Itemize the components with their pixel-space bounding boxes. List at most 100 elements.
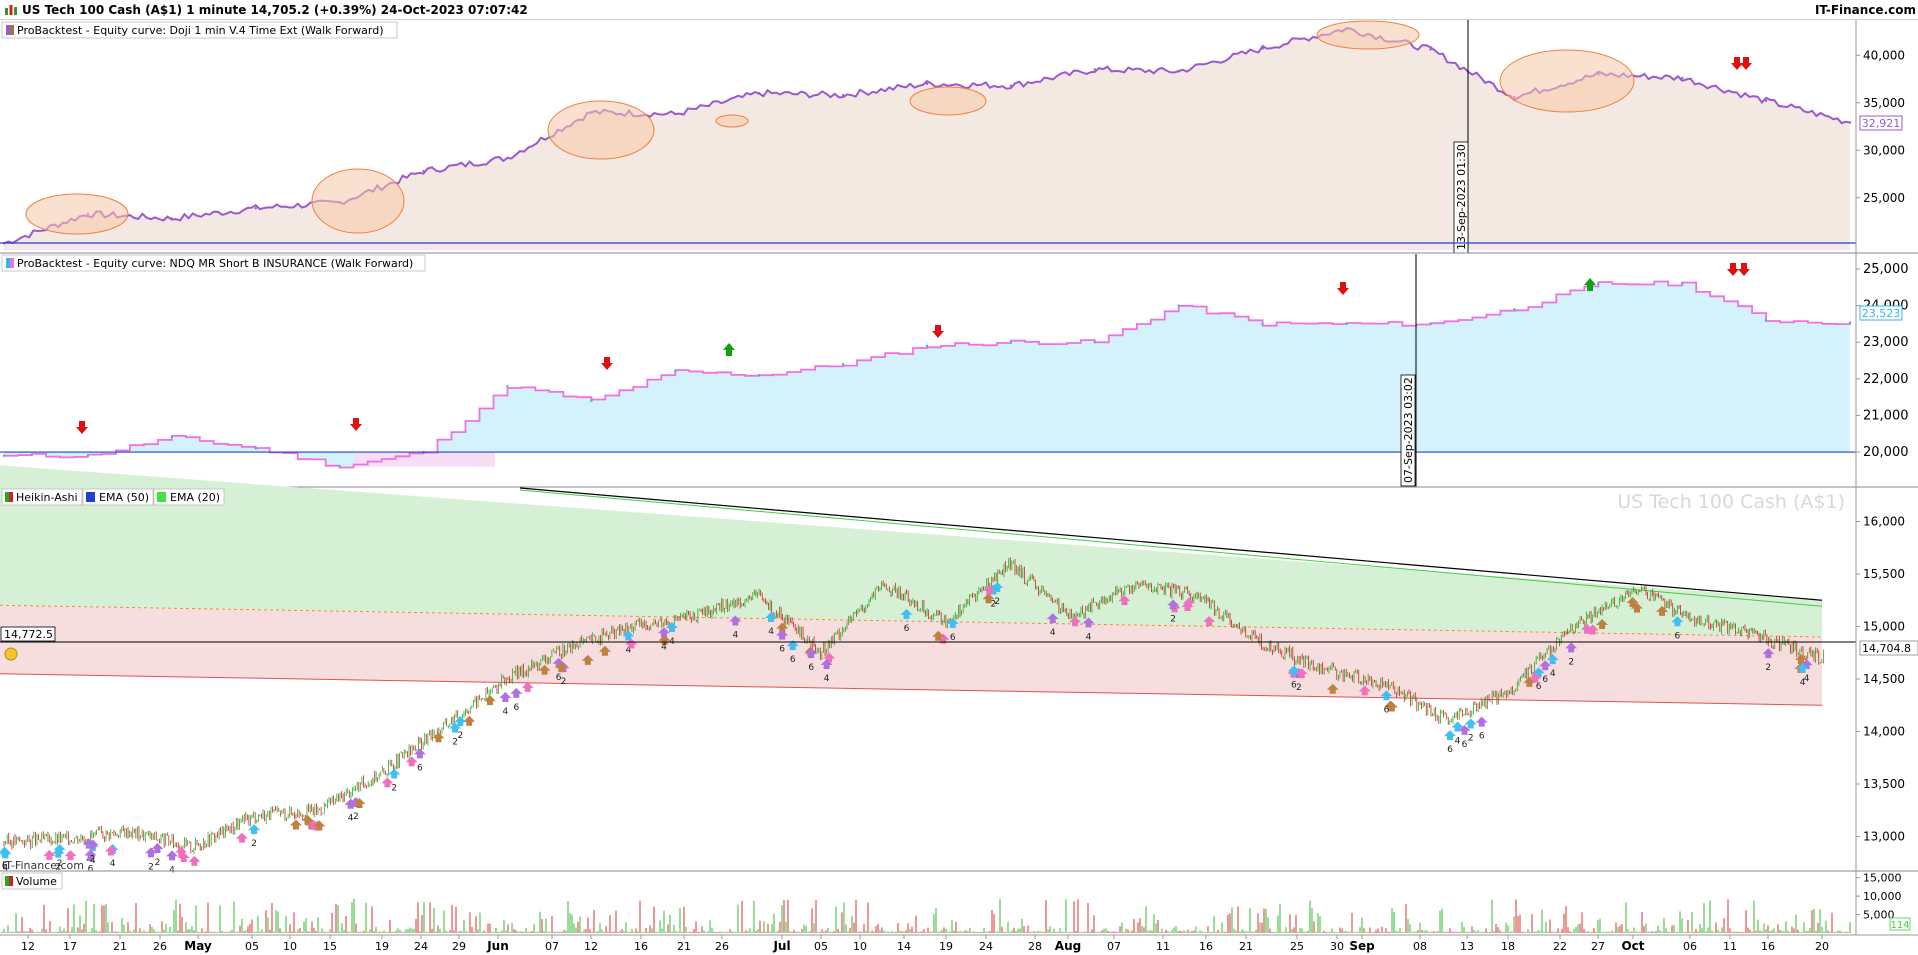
x-tick-label: 28: [1028, 940, 1042, 953]
signal-arrow-icon: [166, 850, 179, 861]
signal-arrow-icon: [581, 654, 594, 665]
y-tick-label: 23,000: [1863, 335, 1909, 350]
down-arrow-icon: [350, 418, 362, 431]
equity1-point: [1177, 70, 1180, 73]
signal-count: 4: [169, 865, 175, 875]
x-tick-label: 25: [1290, 940, 1304, 953]
equity2-point: [1009, 341, 1013, 344]
x-tick-label: 16: [634, 940, 648, 953]
signal-arrow-icon: [622, 630, 635, 641]
signal-arrow-icon: [1167, 599, 1180, 610]
signal-arrow-icon: [1069, 616, 1082, 627]
equity2-point: [1764, 319, 1768, 322]
x-tick-label: 19: [375, 940, 389, 953]
signal-count: 2: [1170, 615, 1176, 625]
x-tick-label: 26: [715, 940, 729, 953]
x-tick-label: 07: [1107, 940, 1121, 953]
volume-y-axis: 5,000 10,000 15,000: [1856, 872, 1902, 922]
equity1-ellipses: [25, 20, 1635, 235]
signal-count: 2: [994, 597, 1000, 607]
signal-arrow-icon: [177, 852, 190, 863]
signal-count: 6: [1479, 732, 1485, 742]
x-tick-label: Aug: [1055, 939, 1081, 953]
signal-count: 4: [90, 856, 96, 866]
equity1-point: [1680, 76, 1684, 80]
x-tick-label: 24: [979, 940, 993, 953]
y-tick-label: 5,000: [1863, 909, 1895, 922]
equity2-point: [1345, 322, 1348, 326]
signal-arrow-icon: [786, 640, 799, 651]
signal-arrow-icon: [521, 681, 534, 692]
y-tick-label: 25,000: [1863, 191, 1905, 205]
signal-arrow-icon: [937, 633, 950, 644]
equity1-ellipse: [25, 193, 129, 235]
equity2-point: [1177, 304, 1180, 307]
signal-count: 6: [513, 703, 519, 713]
chart-title: US Tech 100 Cash (A$1) 1 minute 14,705.2…: [22, 3, 528, 17]
x-tick-label: 05: [814, 940, 828, 953]
down-arrow-icon: [1738, 263, 1750, 276]
equity1-panel: 13-Sep-2023 01:30 25,000 30,000 35,000 40,0…: [0, 20, 1905, 254]
price-regression-bands: [0, 465, 1823, 706]
equity1-point: [1009, 84, 1013, 87]
signal-count: 2: [148, 862, 154, 872]
price-hline-label: 14,772.5: [4, 628, 53, 641]
equity2-point: [590, 399, 593, 402]
equity1-fill: [4, 28, 1850, 250]
signal-arrow-icon: [313, 820, 326, 831]
x-tick-label: 30: [1330, 940, 1344, 953]
signal-arrow-icon: [248, 824, 261, 835]
price-signal-markers: 2462462462462462462462462462462462462462…: [0, 581, 1813, 875]
y-tick-label: 13,500: [1863, 777, 1905, 791]
legend-heikin-ashi: Heikin-Ashi: [16, 491, 78, 504]
down-arrow-icon: [1731, 57, 1743, 70]
signal-arrow-icon: [1358, 685, 1371, 696]
y-tick-label: 16,000: [1863, 515, 1905, 529]
signal-count: 6: [1384, 705, 1390, 715]
down-arrow-icon: [1740, 57, 1752, 70]
signal-count: 4: [3, 863, 9, 873]
signal-arrow-icon: [1295, 668, 1308, 679]
equity1-point: [925, 82, 929, 85]
signal-arrow-icon: [765, 611, 778, 622]
y-tick-label: 20,000: [1863, 445, 1909, 460]
equity1-ellipse: [1316, 20, 1420, 50]
channel-lower-line: [0, 673, 1823, 706]
equity2-point: [1848, 321, 1852, 325]
signal-arrow-icon: [900, 608, 913, 619]
x-tick-label: 12: [584, 940, 598, 953]
x-tick-label: 10: [283, 940, 297, 953]
signal-arrow-icon: [1671, 616, 1684, 627]
down-arrow-icon: [1727, 263, 1739, 276]
signal-arrow-icon: [1326, 683, 1339, 694]
signal-arrow-icon: [105, 845, 118, 856]
equity1-point: [170, 217, 174, 220]
signal-count: 6: [1291, 680, 1297, 690]
x-tick-label: May: [184, 939, 212, 953]
signal-arrow-icon: [344, 798, 357, 809]
signal-count: 4: [502, 707, 508, 717]
signal-arrow-icon: [1118, 595, 1131, 606]
x-tick-label: 11: [1156, 940, 1170, 953]
x-tick-label: 16: [1199, 940, 1213, 953]
equity2-markers: [76, 263, 1750, 434]
signal-count: 6: [1462, 740, 1468, 750]
x-tick-label: 11: [1723, 940, 1737, 953]
alert-bell-icon: [4, 647, 18, 661]
y-tick-label: 10,000: [1863, 890, 1902, 903]
down-arrow-icon: [601, 357, 613, 370]
signal-count: 6: [1447, 745, 1453, 755]
signal-count: 4: [1086, 632, 1092, 642]
x-tick-label: 29: [452, 940, 466, 953]
signal-arrow-icon: [43, 849, 56, 860]
x-tick-label: 20: [1815, 940, 1829, 953]
equity2-point: [841, 362, 845, 366]
signal-arrow-icon: [454, 716, 467, 727]
brand-label[interactable]: IT-Finance.com: [1814, 3, 1916, 17]
x-tick-label: 15: [323, 940, 337, 953]
signal-count: 6: [790, 655, 796, 665]
equity2-line: [4, 280, 1851, 469]
y-tick-label: 14,500: [1863, 672, 1905, 686]
signal-arrow-icon: [658, 627, 671, 638]
